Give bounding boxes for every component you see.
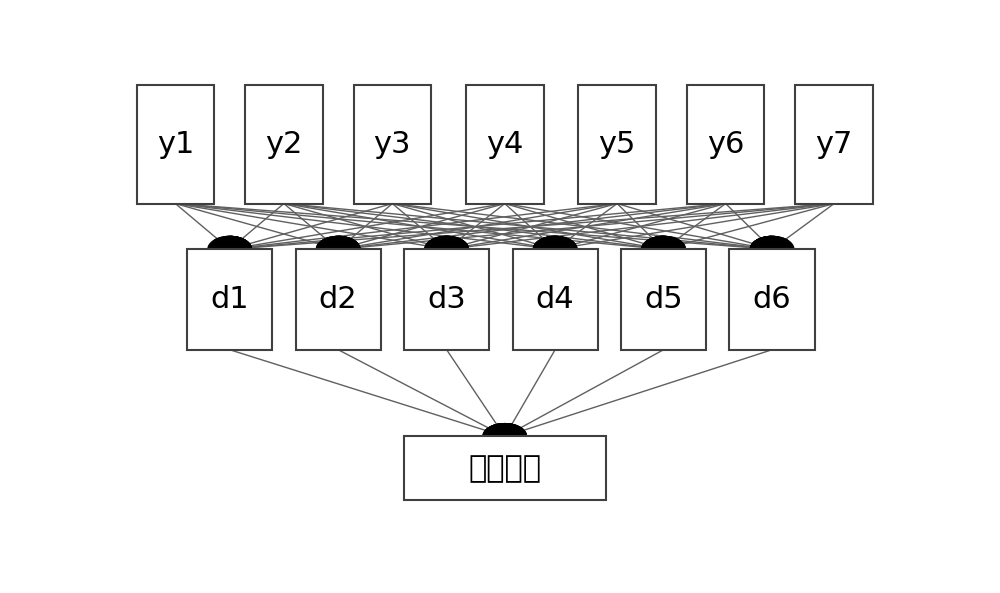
Polygon shape bbox=[483, 423, 523, 439]
Polygon shape bbox=[750, 237, 778, 260]
Polygon shape bbox=[642, 237, 664, 262]
Polygon shape bbox=[214, 237, 251, 254]
Text: d1: d1 bbox=[210, 285, 249, 314]
Bar bbox=[137, 85, 214, 203]
Polygon shape bbox=[533, 237, 556, 261]
Polygon shape bbox=[432, 237, 468, 255]
Text: d2: d2 bbox=[319, 285, 357, 314]
Text: y1: y1 bbox=[157, 130, 194, 159]
Polygon shape bbox=[316, 237, 353, 254]
Polygon shape bbox=[483, 423, 512, 447]
Bar bbox=[795, 85, 873, 203]
Polygon shape bbox=[758, 237, 794, 256]
Polygon shape bbox=[642, 237, 666, 261]
Polygon shape bbox=[750, 237, 772, 262]
Polygon shape bbox=[441, 237, 468, 260]
Polygon shape bbox=[553, 237, 577, 261]
Polygon shape bbox=[230, 237, 251, 262]
Polygon shape bbox=[642, 237, 670, 260]
Bar bbox=[687, 85, 764, 203]
Polygon shape bbox=[333, 237, 360, 260]
Text: d5: d5 bbox=[644, 285, 683, 314]
Text: 火花放电: 火花放电 bbox=[468, 454, 541, 483]
Polygon shape bbox=[750, 237, 772, 262]
Bar bbox=[512, 249, 598, 350]
Polygon shape bbox=[533, 237, 571, 254]
Polygon shape bbox=[533, 237, 561, 260]
Polygon shape bbox=[446, 237, 468, 261]
Bar bbox=[296, 249, 381, 350]
Polygon shape bbox=[750, 237, 773, 261]
Bar bbox=[404, 436, 606, 500]
Polygon shape bbox=[493, 423, 526, 444]
Polygon shape bbox=[338, 237, 360, 261]
Polygon shape bbox=[229, 237, 251, 261]
Polygon shape bbox=[642, 237, 680, 254]
Text: y6: y6 bbox=[707, 130, 744, 159]
Polygon shape bbox=[208, 237, 245, 254]
Polygon shape bbox=[338, 237, 360, 262]
Polygon shape bbox=[642, 237, 664, 261]
Text: y5: y5 bbox=[598, 130, 636, 159]
Polygon shape bbox=[486, 423, 526, 438]
Polygon shape bbox=[541, 237, 577, 256]
Polygon shape bbox=[227, 237, 251, 261]
Polygon shape bbox=[336, 237, 360, 261]
Polygon shape bbox=[425, 237, 452, 260]
Bar bbox=[187, 249, 272, 350]
Polygon shape bbox=[649, 237, 685, 256]
Text: y7: y7 bbox=[815, 130, 853, 159]
Polygon shape bbox=[230, 237, 251, 262]
Bar bbox=[245, 85, 323, 203]
Polygon shape bbox=[323, 237, 360, 254]
Bar bbox=[729, 249, 815, 350]
Polygon shape bbox=[550, 237, 577, 260]
Text: d3: d3 bbox=[427, 285, 466, 314]
Polygon shape bbox=[750, 237, 789, 254]
Polygon shape bbox=[498, 423, 526, 447]
Polygon shape bbox=[533, 237, 557, 261]
Polygon shape bbox=[750, 237, 774, 261]
Polygon shape bbox=[445, 237, 468, 261]
Text: y4: y4 bbox=[486, 130, 523, 159]
Polygon shape bbox=[483, 423, 516, 444]
Bar bbox=[354, 85, 431, 203]
Bar bbox=[404, 249, 489, 350]
Text: y2: y2 bbox=[265, 130, 303, 159]
Polygon shape bbox=[658, 237, 685, 260]
Polygon shape bbox=[316, 237, 344, 260]
Text: y3: y3 bbox=[374, 130, 411, 159]
Polygon shape bbox=[425, 237, 449, 261]
Bar bbox=[621, 249, 706, 350]
Polygon shape bbox=[224, 237, 251, 260]
Bar bbox=[578, 85, 656, 203]
Text: d4: d4 bbox=[536, 285, 574, 314]
Text: d6: d6 bbox=[753, 285, 791, 314]
Polygon shape bbox=[425, 237, 462, 254]
Bar bbox=[466, 85, 544, 203]
